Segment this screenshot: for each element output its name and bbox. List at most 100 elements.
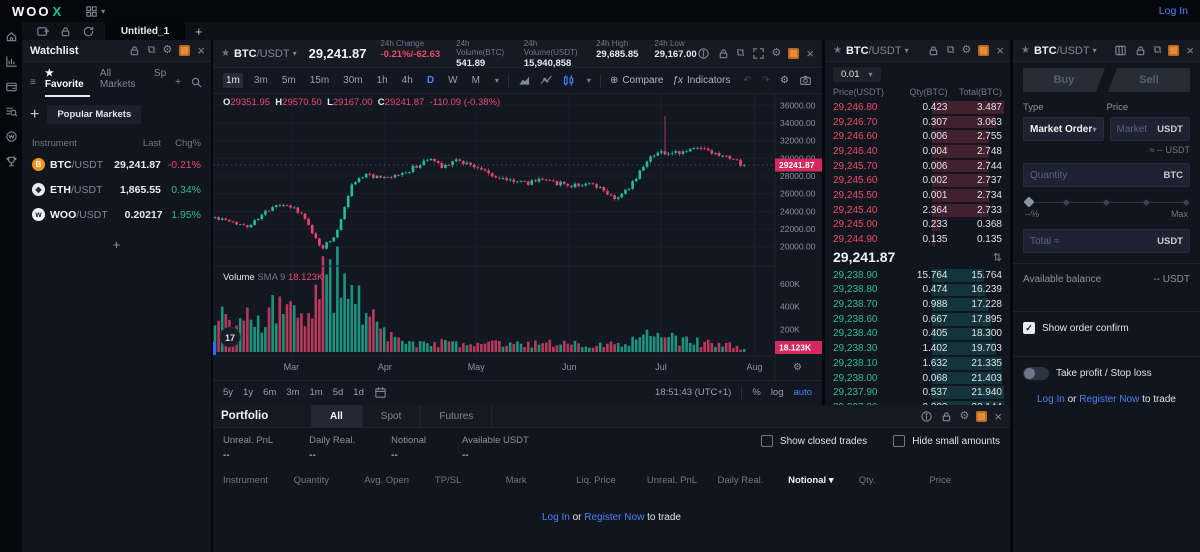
portfolio-column-unreal-pnl[interactable]: Unreal. PnL xyxy=(646,475,698,486)
orderbook-ask-row[interactable]: 29,245.50 0.001 2.734 xyxy=(825,188,1010,203)
chevron-down-icon[interactable]: ▾ xyxy=(586,76,591,85)
indicators-button[interactable]: ƒx Indicators xyxy=(672,75,731,86)
rail-item-rewards[interactable] xyxy=(5,155,18,168)
price-input[interactable]: Market USDT xyxy=(1109,117,1190,141)
chevron-down-icon[interactable]: ▾ xyxy=(494,76,499,85)
gear-icon[interactable]: ⚙ xyxy=(162,44,173,56)
rail-item-wallet[interactable] xyxy=(5,80,18,93)
watchlist-row-eth[interactable]: ◆ ETH/USDT 1,865.55 0.34% xyxy=(22,177,211,202)
order-type-select[interactable]: Market Order ▾ xyxy=(1023,117,1104,141)
portfolio-column-qty-[interactable]: Qty. xyxy=(858,475,876,486)
range-button-1m[interactable]: 1m xyxy=(309,387,323,398)
chevron-down-icon[interactable]: ▾ xyxy=(101,6,106,16)
orderbook-ask-row[interactable]: 29,244.90 0.135 0.135 xyxy=(825,232,1010,247)
close-icon[interactable]: × xyxy=(806,46,814,61)
watchlist-row-woo[interactable]: w WOO/USDT 0.20217 1.95% xyxy=(22,202,211,227)
chart-symbol[interactable]: BTC/USDT xyxy=(233,47,290,60)
depth-align-icon[interactable]: ⇅ xyxy=(992,251,1002,264)
unlock-icon[interactable] xyxy=(59,25,72,38)
compare-button[interactable]: ⊕ Compare xyxy=(609,75,664,86)
close-icon[interactable]: × xyxy=(1186,43,1194,58)
interval-button-5m[interactable]: 5m xyxy=(281,75,296,86)
buy-button[interactable]: Buy xyxy=(1023,68,1105,92)
chart-clock[interactable]: 18:51:43 (UTC+1) xyxy=(655,387,732,398)
menu-icon[interactable]: ≡ xyxy=(30,77,36,88)
refresh-icon[interactable] xyxy=(82,25,95,38)
quantity-slider[interactable] xyxy=(1023,196,1189,208)
orderbook-bid-row[interactable]: 29,238.40 0.405 18.300 xyxy=(825,327,1010,342)
interval-button-3m[interactable]: 3m xyxy=(253,75,268,86)
register-link[interactable]: Register Now xyxy=(1079,394,1140,405)
chevron-down-icon[interactable]: ▾ xyxy=(904,46,909,55)
workspace-tab[interactable]: Untitled_1 xyxy=(105,22,185,40)
quantity-input[interactable]: Quantity BTC xyxy=(1023,163,1190,187)
gear-icon[interactable]: ⚙ xyxy=(961,44,972,56)
range-button-5d[interactable]: 5d xyxy=(332,387,344,398)
orderbook-ask-row[interactable]: 29,245.70 0.006 2.744 xyxy=(825,159,1010,174)
orderbook-bid-row[interactable]: 29,238.60 0.667 17.895 xyxy=(825,312,1010,327)
login-link[interactable]: Log In xyxy=(542,512,570,523)
price-precision-dropdown[interactable]: 0.01 ▾ xyxy=(833,67,881,82)
rail-item-home[interactable] xyxy=(5,30,18,43)
portfolio-tab-futures[interactable]: Futures xyxy=(420,405,493,427)
portfolio-tab-spot[interactable]: Spot xyxy=(361,405,421,427)
orderbook-bid-row[interactable]: 29,238.00 0.068 21.403 xyxy=(825,371,1010,386)
watchlist-tab-all-markets[interactable]: All Markets xyxy=(99,68,136,90)
gear-icon[interactable]: ⚙ xyxy=(959,409,970,422)
info-icon[interactable] xyxy=(697,47,710,60)
favorite-star-icon[interactable]: ★ xyxy=(221,48,230,59)
undo-icon[interactable]: ↶ xyxy=(743,75,752,86)
orderbook-bid-row[interactable]: 29,237.800.20322.144 xyxy=(825,400,1010,405)
range-button-1y[interactable]: 1y xyxy=(243,387,254,398)
portfolio-column-daily-real-[interactable]: Daily Real. xyxy=(717,475,764,486)
info-icon[interactable] xyxy=(920,410,933,423)
total-input[interactable]: Total ≈ USDT xyxy=(1023,229,1190,253)
lock-icon[interactable] xyxy=(1134,44,1147,57)
new-window-icon[interactable] xyxy=(36,25,49,38)
sell-button[interactable]: Sell xyxy=(1108,68,1190,92)
rail-item-orders[interactable] xyxy=(5,105,18,118)
app-badge-icon[interactable] xyxy=(788,48,800,59)
plus-icon[interactable]: + xyxy=(30,105,40,123)
orderbook-ask-row[interactable]: 29,245.00 0.233 0.368 xyxy=(825,218,1010,233)
portfolio-column-notional[interactable]: Notional ▾ xyxy=(788,475,834,486)
auto-scale-button[interactable]: auto xyxy=(793,387,813,398)
portfolio-column-tp-sl[interactable]: TP/SL xyxy=(434,475,462,486)
interval-button-1h[interactable]: 1h xyxy=(376,75,388,86)
top-login-link[interactable]: Log In xyxy=(1158,5,1188,17)
lock-icon[interactable] xyxy=(927,44,940,57)
candle-chart-icon[interactable] xyxy=(562,74,575,87)
slider-thumb[interactable] xyxy=(1023,196,1035,208)
favorite-star-icon[interactable]: ★ xyxy=(1021,45,1030,56)
watchlist-row-btc[interactable]: B BTC/USDT 29,241.87 -0.21% xyxy=(22,152,211,177)
portfolio-column-quantity[interactable]: Quantity xyxy=(293,475,330,486)
hide-small-amounts-checkbox[interactable] xyxy=(893,435,906,447)
orderbook-ask-row[interactable]: 29,246.60 0.006 2.755 xyxy=(825,129,1010,144)
search-icon[interactable] xyxy=(190,76,203,89)
copy-icon[interactable]: ⧉ xyxy=(1153,44,1162,56)
redo-icon[interactable]: ↷ xyxy=(761,75,771,86)
interval-button-d[interactable]: D xyxy=(426,75,435,86)
watchlist-column-header[interactable]: Last xyxy=(142,137,161,149)
chevron-down-icon[interactable]: ▾ xyxy=(1092,46,1097,55)
rail-item-token[interactable] xyxy=(5,130,18,143)
area-chart-icon[interactable] xyxy=(518,74,531,87)
interval-button-m[interactable]: M xyxy=(471,75,480,86)
portfolio-column-avg-open[interactable]: Avg. Open xyxy=(364,475,409,486)
portfolio-column-price[interactable]: Price xyxy=(929,475,952,486)
close-icon[interactable]: × xyxy=(197,43,205,58)
range-button-3m[interactable]: 3m xyxy=(286,387,300,398)
order-entry-symbol[interactable]: BTC/USDT xyxy=(1033,44,1090,57)
rail-item-markets[interactable] xyxy=(5,55,18,68)
range-button-5y[interactable]: 5y xyxy=(223,387,234,398)
tpsl-toggle[interactable] xyxy=(1023,367,1049,380)
log-scale-button[interactable]: log xyxy=(770,387,784,398)
interval-button-4h[interactable]: 4h xyxy=(401,75,413,86)
register-link[interactable]: Register Now xyxy=(584,512,645,523)
copy-icon[interactable]: ⧉ xyxy=(736,47,745,59)
copy-icon[interactable]: ⧉ xyxy=(946,44,955,56)
orderbook-bid-row[interactable]: 29,237.90 0.537 21.940 xyxy=(825,385,1010,400)
orderbook-ask-row[interactable]: 29,246.70 0.307 3.063 xyxy=(825,115,1010,130)
close-icon[interactable]: × xyxy=(994,408,1002,424)
layout-icon[interactable] xyxy=(1114,44,1127,57)
